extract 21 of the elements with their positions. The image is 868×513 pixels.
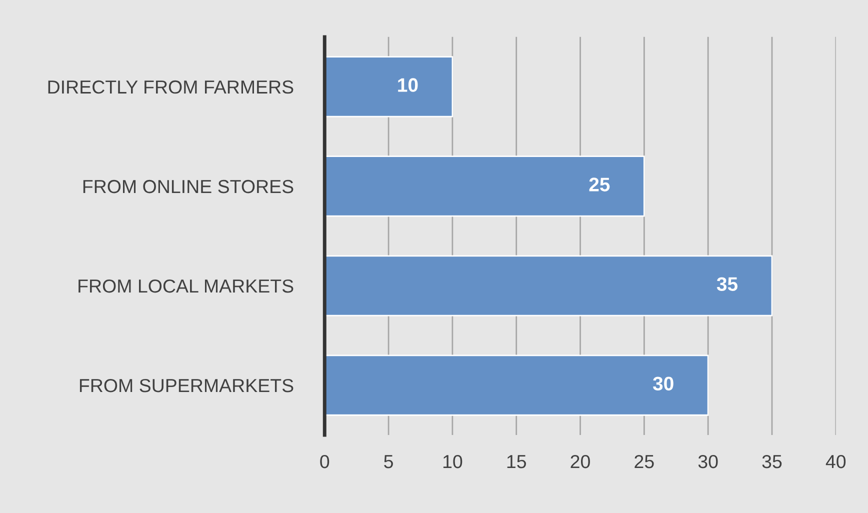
y-tick-label: FROM SUPERMARKETS — [80, 378, 294, 392]
x-tick-label: 5 — [384, 455, 393, 468]
data-label: 35 — [716, 277, 738, 291]
y-tick-label: DIRECTLY FROM FARMERS — [48, 80, 294, 94]
x-tick-label: 15 — [507, 455, 526, 468]
x-tick-label: 20 — [570, 454, 590, 468]
bar — [324, 156, 645, 217]
x-tick-label: 40 — [826, 454, 846, 468]
y-tick-label: FROM LOCAL MARKETS — [78, 279, 294, 293]
x-tick-label: 35 — [762, 454, 782, 468]
data-label: 25 — [589, 178, 610, 192]
x-tick-label: 25 — [634, 454, 654, 468]
bar — [324, 56, 454, 118]
x-tick-label: 10 — [443, 454, 462, 468]
y-tick-label: FROM ONLINE STORES — [83, 180, 294, 194]
data-label: 10 — [398, 78, 418, 92]
bar — [324, 354, 709, 416]
bar — [324, 255, 773, 316]
data-label: 30 — [652, 376, 674, 391]
x-tick-label: 30 — [698, 454, 718, 468]
x-tick-label: 0 — [320, 454, 330, 468]
